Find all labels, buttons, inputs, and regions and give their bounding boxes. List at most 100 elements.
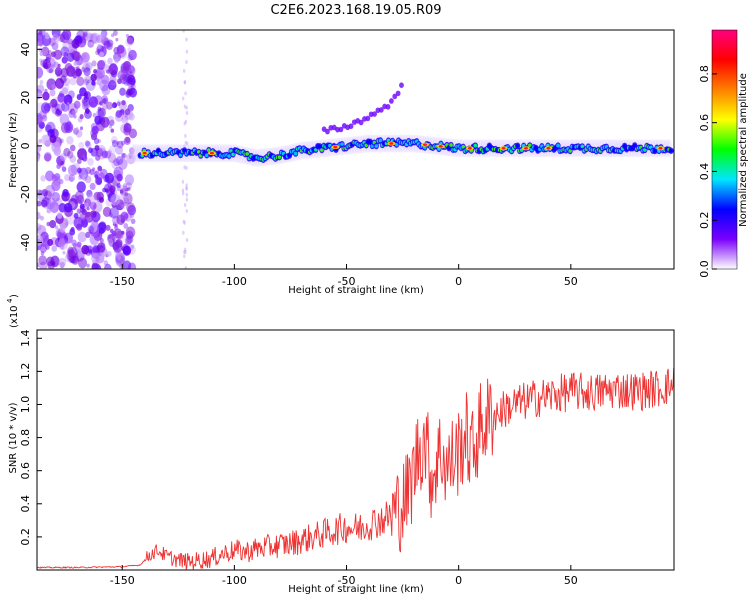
- noise-blob: [85, 211, 91, 218]
- ridge-core: [320, 148, 324, 152]
- noise-blob: [40, 251, 45, 256]
- noise-blob: [50, 82, 56, 90]
- noise-blob: [87, 225, 95, 234]
- noise-blob: [109, 75, 117, 84]
- noise-blob: [94, 264, 102, 269]
- noise-blob: [83, 100, 91, 109]
- colorbar-tick-label: 0.2: [698, 211, 711, 229]
- ridge-core: [378, 138, 383, 143]
- noise-blob: [67, 164, 78, 176]
- noise-blob: [104, 263, 112, 269]
- noise-blob: [98, 221, 107, 231]
- noise-blob: [37, 154, 40, 162]
- noise-blob: [45, 121, 56, 134]
- noise-blob: [123, 65, 128, 72]
- y-tick-label: 20: [19, 91, 32, 105]
- noise-blob: [49, 89, 56, 97]
- noise-blob: [128, 65, 135, 74]
- noise-blob: [184, 266, 188, 269]
- noise-blob: [111, 160, 119, 170]
- noise-blob: [125, 37, 134, 47]
- noise-blob: [91, 262, 101, 269]
- noise-blob: [121, 203, 126, 210]
- colorbar-label: Normalized spectral amplitude: [738, 73, 749, 227]
- colorbar-tick-label: 0.8: [698, 65, 711, 83]
- noise-blob: [64, 202, 73, 213]
- noise-blob: [111, 140, 119, 148]
- noise-blob: [85, 79, 96, 91]
- noise-blob: [115, 253, 126, 265]
- noise-blob: [51, 179, 61, 192]
- noise-blob: [51, 191, 61, 202]
- noise-blob: [115, 37, 119, 42]
- noise-blob: [84, 108, 90, 114]
- noise-blob: [124, 108, 131, 116]
- noise-blob: [117, 158, 128, 170]
- noise-blob: [117, 70, 126, 81]
- noise-blob: [63, 94, 73, 105]
- x-tick-label: 0: [455, 275, 462, 288]
- noise-blob: [79, 126, 84, 131]
- noise-blob: [111, 33, 115, 38]
- snr-frame: [36, 329, 675, 571]
- noise-blob: [67, 90, 75, 99]
- ridge-core: [473, 143, 478, 148]
- noise-blob: [82, 99, 86, 104]
- noise-blob: [68, 245, 73, 250]
- noise-blob: [126, 202, 135, 213]
- noise-blob: [81, 244, 90, 255]
- noise-blob: [53, 49, 63, 60]
- noise-blob: [79, 203, 85, 210]
- noise-blob: [101, 74, 110, 85]
- noise-blob: [76, 241, 82, 248]
- noise-blob: [41, 46, 50, 57]
- noise-blob: [97, 61, 104, 69]
- secondary-streak-blob: [385, 104, 391, 110]
- noise-blob: [62, 250, 66, 255]
- y-tick-label: 0.4: [19, 495, 32, 513]
- noise-blob: [115, 110, 123, 118]
- noise-blob: [76, 158, 82, 165]
- noise-blob: [116, 141, 120, 145]
- noise-blob: [73, 114, 77, 119]
- noise-blob: [59, 217, 69, 229]
- ridge-core: [527, 143, 532, 148]
- noise-blob: [125, 122, 129, 127]
- noise-blob: [37, 211, 41, 220]
- noise-blob: [128, 76, 132, 82]
- noise-blob: [127, 204, 137, 216]
- colorbar: 0.0 0.2 0.4 0.6 0.8 Normalized spectral ampl…: [698, 29, 749, 278]
- noise-blob: [184, 133, 187, 138]
- noise-blob: [94, 174, 99, 179]
- y-tick-label: -40: [19, 233, 32, 251]
- noise-blob: [37, 200, 42, 207]
- noise-blob: [128, 154, 133, 159]
- noise-blob: [97, 43, 102, 50]
- noise-blob: [111, 230, 117, 237]
- noise-blob: [40, 175, 46, 182]
- hot-spot: [142, 151, 147, 155]
- noise-blob: [70, 227, 75, 232]
- noise-blob: [75, 68, 82, 77]
- noise-blob: [51, 30, 61, 38]
- noise-blob: [83, 96, 89, 103]
- noise-blob: [90, 32, 100, 44]
- secondary-streak-blob: [335, 126, 340, 133]
- noise-blob: [116, 101, 121, 107]
- noise-blob: [185, 49, 189, 54]
- noise-blob: [85, 231, 91, 238]
- noise-blob: [185, 59, 188, 64]
- noise-blob: [185, 197, 189, 202]
- spectrogram-y-label: Frequency (Hz): [8, 112, 19, 188]
- figure-title: C2E6.2023.168.19.05.R09: [270, 3, 441, 18]
- noise-blob: [127, 47, 132, 53]
- snr-x-ticks: -150 -100 -50 0 50: [110, 565, 578, 587]
- noise-blob: [107, 57, 113, 65]
- noise-blob: [109, 62, 118, 73]
- noise-blob: [86, 263, 90, 268]
- noise-blob: [95, 177, 103, 185]
- noise-blob: [76, 167, 82, 174]
- noise-blob: [115, 156, 124, 165]
- noise-blob: [73, 100, 81, 109]
- noise-blob: [60, 75, 67, 84]
